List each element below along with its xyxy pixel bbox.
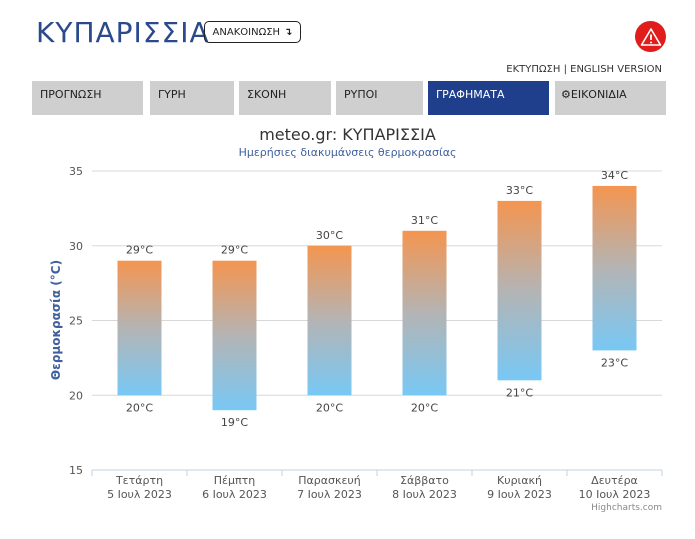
tab-dust[interactable]: ΣΚΟΝΗ bbox=[239, 81, 331, 115]
x-tick-label-date: 10 Ιουλ 2023 bbox=[579, 488, 651, 501]
temperature-range-bar bbox=[212, 260, 257, 411]
high-temp-label: 29°C bbox=[221, 244, 248, 257]
high-temp-label: 33°C bbox=[506, 184, 533, 197]
low-temp-label: 20°C bbox=[126, 401, 153, 414]
y-tick-label: 30 bbox=[69, 240, 83, 253]
high-temp-label: 29°C bbox=[126, 244, 153, 257]
high-temp-label: 31°C bbox=[411, 214, 438, 227]
x-tick-label-day: Τετάρτη bbox=[115, 474, 163, 487]
tab-label: ΕΙΚΟΝΙΔΙΑ bbox=[570, 88, 627, 101]
english-version-link[interactable]: ENGLISH VERSION bbox=[570, 64, 662, 75]
temperature-range-bar bbox=[402, 230, 447, 396]
low-temp-label: 20°C bbox=[411, 401, 438, 414]
low-temp-label: 23°C bbox=[601, 356, 628, 369]
low-temp-label: 21°C bbox=[506, 386, 533, 399]
temperature-range-bar bbox=[497, 200, 542, 381]
highcharts-credits[interactable]: Highcharts.com bbox=[591, 503, 662, 513]
x-tick-label-date: 6 Ιουλ 2023 bbox=[202, 488, 267, 501]
x-tick-label-day: Παρασκευή bbox=[298, 474, 361, 487]
tab-label: ΣΚΟΝΗ bbox=[247, 88, 287, 101]
warning-alert-button[interactable] bbox=[635, 21, 666, 52]
chart-title: meteo.gr: ΚΥΠΑΡΙΣΣΙΑ bbox=[259, 125, 436, 144]
tab-pollutants[interactable]: ΡΥΠΟΙ bbox=[336, 81, 423, 115]
page-title: ΚΥΠΑΡΙΣΣΙΑ bbox=[36, 16, 210, 49]
link-separator: | bbox=[560, 64, 571, 75]
y-tick-label: 20 bbox=[69, 389, 83, 402]
x-tick-label-date: 5 Ιουλ 2023 bbox=[107, 488, 172, 501]
y-tick-label: 35 bbox=[69, 165, 83, 178]
tab-forecast[interactable]: ΠΡΟΓΝΩΣΗ bbox=[32, 81, 143, 115]
warning-triangle-icon bbox=[640, 27, 661, 46]
temperature-range-bar bbox=[307, 245, 352, 396]
tab-label: ΓΡΑΦΗΜΑΤΑ bbox=[436, 88, 505, 101]
y-axis-title: Θερμοκρασία (°C) bbox=[49, 260, 63, 380]
tab-charts[interactable]: ΓΡΑΦΗΜΑΤΑ bbox=[428, 81, 549, 115]
x-tick-label-day: Πέμπτη bbox=[214, 474, 255, 487]
gear-icon: ⚙ bbox=[561, 88, 571, 101]
announcement-button[interactable]: ΑΝΑΚΟΙΝΩΣΗ ↴ bbox=[204, 21, 301, 43]
temperature-range-bar bbox=[117, 260, 162, 396]
print-link[interactable]: ΕΚΤΥΠΩΣΗ bbox=[506, 64, 561, 75]
tab-label: ΓΥΡΗ bbox=[158, 88, 186, 101]
x-tick-label-date: 8 Ιουλ 2023 bbox=[392, 488, 457, 501]
tab-pollen[interactable]: ΓΥΡΗ bbox=[150, 81, 234, 115]
high-temp-label: 34°C bbox=[601, 169, 628, 182]
chart-subtitle: Ημερήσιες διακυμάνσεις θερμοκρασίας bbox=[238, 146, 457, 159]
x-tick-label-day: Κυριακή bbox=[497, 474, 542, 487]
low-temp-label: 20°C bbox=[316, 401, 343, 414]
x-tick-label-day: Σάββατο bbox=[400, 474, 449, 487]
y-tick-label: 25 bbox=[69, 315, 83, 328]
tab-label: ΡΥΠΟΙ bbox=[344, 88, 378, 101]
low-temp-label: 19°C bbox=[221, 416, 248, 429]
temperature-range-bar bbox=[592, 185, 637, 351]
top-links: ΕΚΤΥΠΩΣΗ | ENGLISH VERSION bbox=[506, 64, 662, 75]
tab-label: ΠΡΟΓΝΩΣΗ bbox=[40, 88, 102, 101]
announcement-label: ΑΝΑΚΟΙΝΩΣΗ bbox=[212, 26, 281, 38]
y-tick-label: 15 bbox=[69, 464, 83, 477]
tab-icons[interactable]: ⚙ΕΙΚΟΝΙΔΙΑ bbox=[555, 81, 666, 115]
arrow-down-icon: ↴ bbox=[284, 26, 293, 38]
high-temp-label: 30°C bbox=[316, 229, 343, 242]
x-tick-label-date: 9 Ιουλ 2023 bbox=[487, 488, 552, 501]
x-tick-label-date: 7 Ιουλ 2023 bbox=[297, 488, 362, 501]
x-tick-label-day: Δευτέρα bbox=[591, 474, 638, 487]
